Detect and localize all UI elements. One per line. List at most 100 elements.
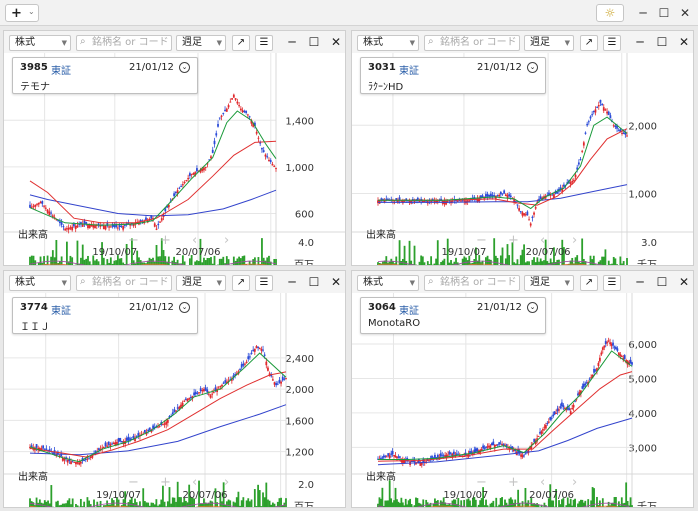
candle-body (267, 367, 269, 371)
volume-bar (596, 496, 598, 507)
panel-minimize-button[interactable]: ─ (636, 275, 644, 289)
exchange-label: 東証 (51, 66, 71, 77)
period-select[interactable]: 週足 ▼ (524, 35, 574, 51)
period-select[interactable]: 週足 ▼ (524, 275, 574, 291)
info-toggle-icon[interactable]: ⌄ (527, 302, 538, 313)
chart-nav-zoom-in-button[interactable]: + (160, 233, 171, 248)
chart-menu-button[interactable]: ☰ (255, 275, 273, 291)
volume-bar (533, 257, 535, 265)
market-select[interactable]: 株式 ▼ (9, 35, 71, 51)
chart-nav-zoom-out-button[interactable]: − (476, 475, 487, 490)
chart-menu-button[interactable]: ☰ (603, 275, 621, 291)
popout-button[interactable]: ↗ (232, 275, 250, 291)
period-select[interactable]: 週足 ▼ (176, 275, 226, 291)
volume-bar (178, 497, 181, 507)
chart-nav-next-button[interactable]: › (572, 475, 577, 490)
panel-minimize-button[interactable]: ─ (636, 35, 644, 49)
info-toggle-icon[interactable]: ⌄ (527, 62, 538, 73)
market-select[interactable]: 株式 ▼ (357, 35, 419, 51)
volume-bar (531, 259, 534, 265)
y-tick-label: 1,400 (285, 116, 314, 127)
info-toggle-icon[interactable]: ⌄ (179, 302, 190, 313)
volume-bar (406, 264, 409, 265)
chart-nav-zoom-in-button[interactable]: + (160, 475, 171, 490)
chart-nav-zoom-out-button[interactable]: − (128, 233, 139, 248)
volume-bar (102, 505, 105, 507)
panel-maximize-button[interactable]: ☐ (656, 35, 668, 49)
volume-bar (543, 260, 545, 265)
window-minimize-button[interactable]: ─ (639, 6, 647, 20)
candle-body (188, 398, 191, 400)
volume-bar (455, 257, 457, 265)
window-close-button[interactable]: ✕ (679, 6, 691, 20)
stock-chart[interactable]: 2,400 2,000 1,600 1,200 出来高 2.0 百万 − + ‹ › 19/10/07… (4, 293, 346, 508)
chart-nav-zoom-out-button[interactable]: − (476, 233, 487, 248)
chart-nav-zoom-in-button[interactable]: + (508, 233, 519, 248)
chart-menu-button[interactable]: ☰ (603, 35, 621, 51)
volume-bar (531, 504, 534, 507)
candle-body (181, 402, 184, 407)
info-toggle-icon[interactable]: ⌄ (179, 62, 190, 73)
chart-nav-zoom-in-button[interactable]: + (508, 475, 519, 490)
chart-nav-next-button[interactable]: › (572, 233, 577, 248)
window-maximize-button[interactable]: ☐ (658, 6, 670, 20)
add-panel-button[interactable]: + ⌄ (5, 4, 39, 22)
symbol-search-input[interactable]: ⌕ 銘柄名 or コード (76, 275, 172, 291)
chart-nav-prev-button[interactable]: ‹ (540, 475, 545, 490)
ma-mid-line (378, 128, 628, 206)
volume-bar (558, 500, 560, 507)
volume-bar (176, 481, 179, 507)
panel-minimize-button[interactable]: ─ (288, 35, 296, 49)
panel-minimize-button[interactable]: ─ (288, 275, 296, 289)
panel-maximize-button[interactable]: ☐ (308, 35, 320, 49)
panel-close-button[interactable]: ✕ (330, 275, 342, 289)
volume-bar (111, 498, 113, 507)
chart-menu-button[interactable]: ☰ (255, 35, 273, 51)
chart-nav-prev-button[interactable]: ‹ (192, 475, 197, 490)
chart-nav-prev-button[interactable]: ‹ (192, 233, 197, 248)
symbol-search-input[interactable]: ⌕ 銘柄名 or コード (424, 275, 520, 291)
candle-body (543, 426, 546, 428)
volume-bar (380, 498, 382, 507)
volume-bar (247, 498, 250, 507)
candle-body (264, 154, 267, 157)
candle-body (586, 123, 589, 126)
candle-body (34, 204, 37, 207)
market-select[interactable]: 株式 ▼ (357, 275, 419, 291)
candle-body (43, 448, 46, 450)
candle-body (455, 453, 458, 455)
panel-maximize-button[interactable]: ☐ (656, 275, 668, 289)
panel-close-button[interactable]: ✕ (330, 35, 342, 49)
candle-body (241, 110, 244, 113)
panel-maximize-button[interactable]: ☐ (308, 275, 320, 289)
popout-button[interactable]: ↗ (580, 275, 598, 291)
candle-body (165, 421, 168, 425)
chart-nav-zoom-out-button[interactable]: − (128, 475, 139, 490)
market-select[interactable]: 株式 ▼ (9, 275, 71, 291)
symbol-search-input[interactable]: ⌕ 銘柄名 or コード (424, 35, 520, 51)
panel-close-button[interactable]: ✕ (678, 275, 690, 289)
volume-bar (406, 504, 409, 507)
y-tick-label: 600 (295, 210, 314, 221)
volume-bar (43, 500, 46, 507)
ma-long-line (29, 189, 277, 217)
candle-body (558, 409, 560, 411)
chart-nav-next-button[interactable]: › (224, 475, 229, 490)
chart-nav-next-button[interactable]: › (224, 233, 229, 248)
candle-body (519, 211, 522, 213)
stock-chart[interactable]: 2,000 1,000 出来高 3.0 千万 − + ‹ › 19/10/07 20/07/06 (352, 53, 694, 266)
volume-bar (157, 505, 159, 507)
period-select[interactable]: 週足 ▼ (176, 35, 226, 51)
candle-body (410, 461, 413, 463)
volume-bar (508, 498, 511, 507)
candle-body (581, 386, 584, 389)
stock-chart[interactable]: 1,400 1,000 600 出来高 4.0 百万 − + ‹ › 19/10/07 20/07/0… (4, 53, 346, 266)
candle-body (89, 456, 92, 458)
chart-nav-prev-button[interactable]: ‹ (540, 233, 545, 248)
settings-button[interactable]: ☼ (596, 4, 624, 22)
popout-button[interactable]: ↗ (232, 35, 250, 51)
popout-button[interactable]: ↗ (580, 35, 598, 51)
panel-close-button[interactable]: ✕ (678, 35, 690, 49)
symbol-search-input[interactable]: ⌕ 銘柄名 or コード (76, 35, 172, 51)
